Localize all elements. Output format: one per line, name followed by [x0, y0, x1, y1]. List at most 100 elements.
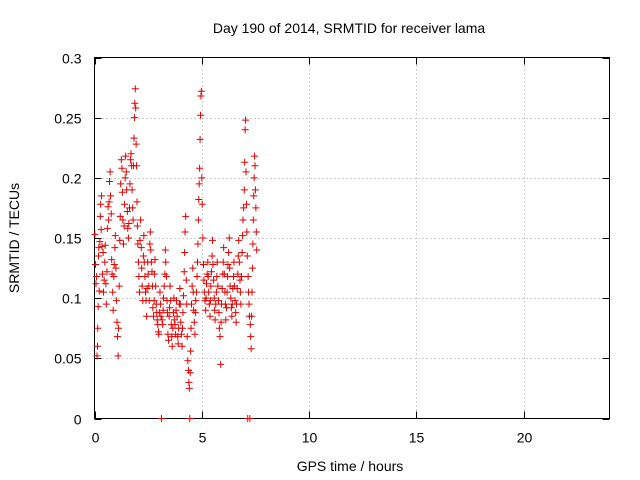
- data-point: [181, 248, 189, 256]
- data-point: [199, 234, 207, 242]
- data-point: [121, 200, 129, 208]
- data-point: [187, 300, 195, 308]
- data-point: [226, 264, 234, 272]
- data-point: [251, 186, 259, 194]
- y-tick-label: 0.25: [54, 111, 81, 127]
- plot-frame: [94, 57, 610, 419]
- data-point: [156, 288, 164, 296]
- data-point: [180, 292, 188, 300]
- data-point: [237, 300, 245, 308]
- data-point: [118, 164, 126, 172]
- data-point: [168, 333, 176, 341]
- data-point: [213, 258, 221, 266]
- data-point: [108, 256, 116, 264]
- data-point: [98, 270, 106, 278]
- x-tick-label: 0: [92, 430, 100, 446]
- data-point: [102, 280, 110, 288]
- data-point: [126, 180, 134, 188]
- data-point: [240, 204, 248, 212]
- data-point: [127, 156, 135, 164]
- data-point: [161, 246, 169, 254]
- data-point: [188, 282, 196, 290]
- data-point: [118, 188, 126, 196]
- x-tick-label: 5: [199, 430, 207, 446]
- data-point: [133, 222, 141, 230]
- data-point: [131, 85, 139, 93]
- data-point: [177, 318, 185, 326]
- data-point: [152, 282, 160, 290]
- data-point: [140, 232, 148, 240]
- data-points: [91, 85, 261, 422]
- data-point: [98, 192, 106, 200]
- data-point: [234, 252, 242, 260]
- data-point: [197, 111, 205, 119]
- data-point: [131, 99, 139, 107]
- data-point: [110, 260, 118, 268]
- data-point: [206, 312, 214, 320]
- data-point: [207, 268, 215, 276]
- data-point: [139, 252, 147, 260]
- data-point: [184, 357, 192, 365]
- data-point: [97, 200, 105, 208]
- data-point: [228, 312, 236, 320]
- data-point: [190, 318, 198, 326]
- data-point: [99, 248, 107, 256]
- data-point: [162, 273, 170, 281]
- data-point: [144, 270, 152, 278]
- data-point: [143, 312, 151, 320]
- y-tick-label: 0.15: [54, 231, 81, 247]
- data-point: [172, 297, 180, 305]
- data-point: [134, 240, 142, 248]
- data-point: [227, 304, 235, 312]
- data-point: [114, 352, 122, 360]
- data-point: [113, 333, 121, 341]
- data-point: [227, 294, 235, 302]
- data-point: [142, 288, 150, 296]
- data-point: [195, 180, 203, 188]
- data-point: [104, 203, 112, 211]
- data-point: [158, 316, 166, 324]
- data-point: [176, 300, 184, 308]
- data-point: [121, 174, 129, 182]
- data-point: [239, 232, 247, 240]
- data-point: [198, 174, 206, 182]
- data-point: [251, 152, 259, 160]
- data-point: [130, 134, 138, 142]
- data-point: [117, 156, 125, 164]
- data-point: [232, 318, 240, 326]
- data-point: [102, 300, 110, 308]
- data-point: [236, 288, 244, 296]
- data-point: [181, 228, 189, 236]
- data-point: [111, 244, 119, 252]
- data-point: [159, 321, 167, 329]
- data-point: [225, 234, 233, 242]
- data-point: [119, 216, 127, 224]
- data-point: [93, 352, 101, 360]
- data-point: [221, 300, 229, 308]
- data-point: [166, 304, 174, 312]
- data-point: [192, 297, 200, 305]
- data-point: [163, 309, 171, 317]
- data-point: [247, 333, 255, 341]
- data-point: [174, 340, 182, 348]
- data-point: [151, 256, 159, 264]
- data-point: [180, 268, 188, 276]
- data-point: [147, 258, 155, 266]
- data-point: [101, 241, 109, 249]
- data-point: [132, 104, 140, 112]
- data-point: [245, 300, 253, 308]
- data-point: [151, 270, 159, 278]
- data-point: [210, 294, 218, 302]
- data-point: [249, 216, 257, 224]
- data-point: [107, 192, 115, 200]
- data-point: [241, 158, 249, 166]
- data-point: [107, 210, 115, 218]
- data-point: [212, 288, 220, 296]
- data-point: [197, 87, 205, 95]
- data-point: [235, 258, 243, 266]
- data-point: [220, 244, 228, 252]
- data-point: [192, 288, 200, 296]
- data-point: [137, 244, 145, 252]
- data-point: [235, 236, 243, 244]
- data-point: [133, 162, 141, 170]
